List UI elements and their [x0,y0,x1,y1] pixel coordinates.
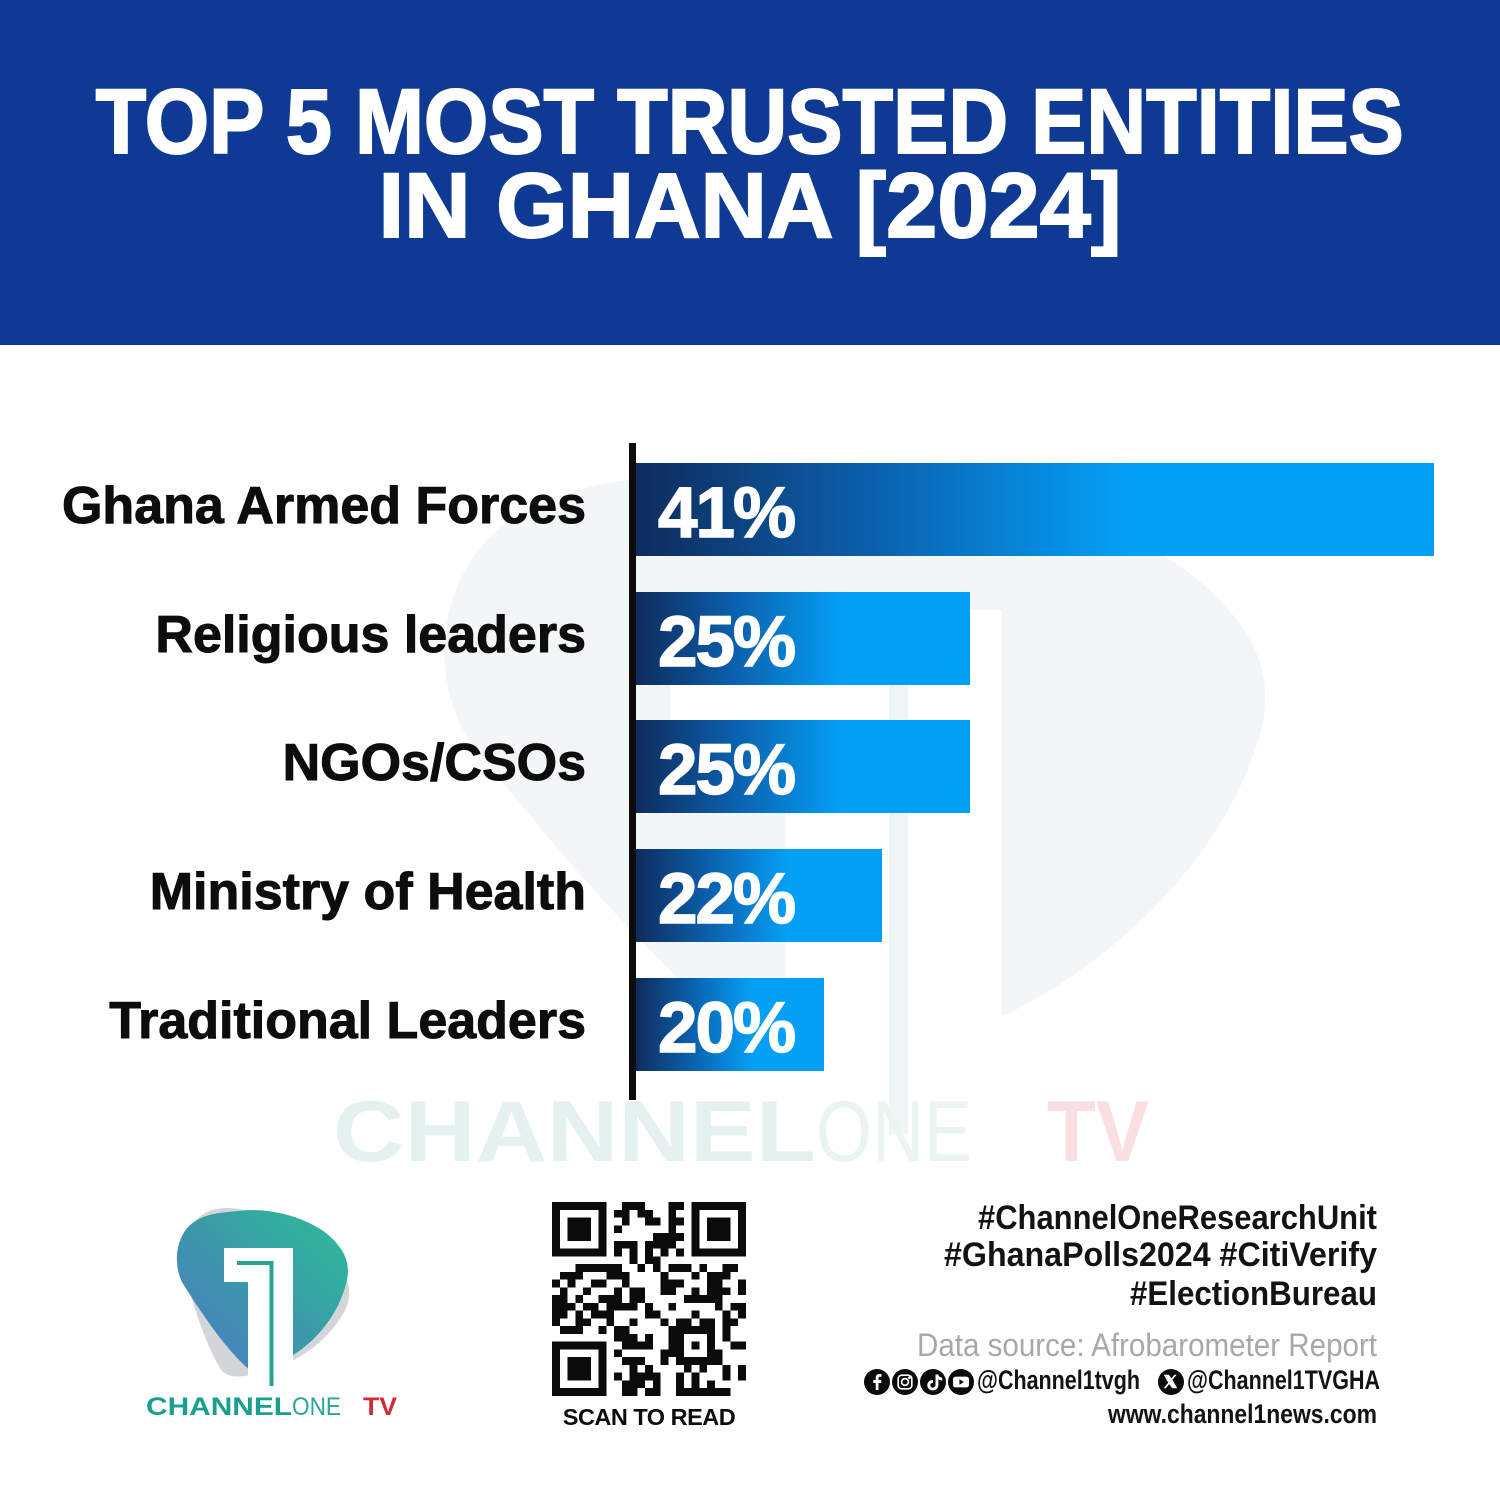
svg-text:ONE: ONE [292,1393,341,1421]
svg-text:www.channel1news.com: www.channel1news.com [1107,1399,1377,1429]
svg-text:@Channel1tvgh: @Channel1tvgh [977,1365,1140,1395]
svg-text:@Channel1TVGHA: @Channel1TVGHA [1187,1365,1380,1395]
svg-text:ONE: ONE [816,1084,972,1180]
svg-text:TV: TV [1047,1084,1149,1180]
svg-text:#ChannelOneResearchUnit: #ChannelOneResearchUnit [978,1199,1377,1237]
svg-text:Data source: Afrobarometer Rep: Data source: Afrobarometer Report [917,1327,1377,1363]
svg-text:CHANNEL: CHANNEL [333,1084,816,1180]
svg-text:TV: TV [363,1393,397,1421]
svg-text:#ElectionBureau: #ElectionBureau [1130,1275,1377,1313]
svg-text:CHANNEL: CHANNEL [146,1393,292,1421]
svg-text:#GhanaPolls2024 #CitiVerify: #GhanaPolls2024 #CitiVerify [944,1236,1377,1274]
